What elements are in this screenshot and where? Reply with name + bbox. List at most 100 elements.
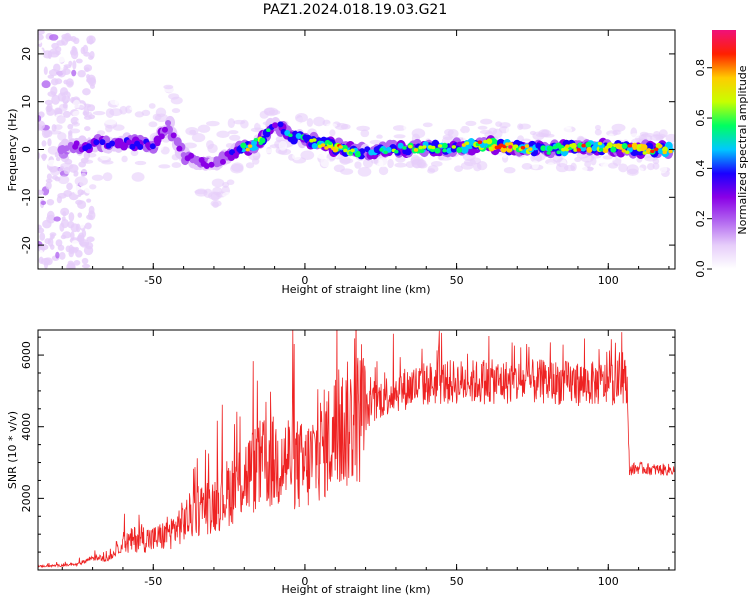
spectrogram-halo-299 bbox=[96, 130, 106, 136]
spectrogram-halo-384 bbox=[403, 122, 415, 133]
spectrogram-band-1005 bbox=[117, 138, 124, 145]
spectrogram-band-1205 bbox=[597, 141, 603, 146]
spectrogram-speckle-159 bbox=[75, 223, 81, 233]
spectrogram-halo-472 bbox=[376, 134, 383, 140]
spectrogram-band-1052 bbox=[302, 134, 309, 141]
spectrogram-halo-548 bbox=[652, 162, 660, 170]
spectrogram-speckle-227 bbox=[62, 231, 72, 239]
spectrogram-halo-451 bbox=[72, 99, 81, 109]
spectrogram-band-1019 bbox=[174, 138, 181, 145]
spectrogram-band-1215 bbox=[636, 144, 642, 148]
spectrogram-band-1125 bbox=[591, 145, 598, 152]
spectrogram-speckle-255 bbox=[46, 173, 52, 181]
spectrogram-band-1097 bbox=[479, 142, 486, 149]
spectrogram-band-1146 bbox=[247, 144, 253, 148]
spectrogram-speckle-68 bbox=[58, 252, 66, 260]
spectrogram-band-1077 bbox=[402, 148, 409, 155]
spectrogram-band-1213 bbox=[627, 144, 632, 148]
snr-ticks: -50 0 50 100 2000 4000 6000 bbox=[20, 330, 675, 588]
spectrogram-speckle-104 bbox=[67, 221, 75, 229]
spectrogram-band-1216 bbox=[640, 147, 646, 152]
spectrogram-halo-443 bbox=[646, 162, 655, 171]
spectrogram-halo-496 bbox=[395, 156, 406, 163]
spectrogram-band-1076 bbox=[397, 142, 404, 149]
spectrogram-band-1193 bbox=[520, 145, 526, 150]
spectrogram-band-1124 bbox=[586, 146, 593, 153]
spectrogram-halo-620 bbox=[163, 84, 174, 90]
spectrogram-halo-275 bbox=[460, 125, 470, 134]
spectrogram-halo-474 bbox=[488, 127, 498, 135]
spectrogram-band-1130 bbox=[610, 146, 617, 153]
spectrogram-band-1050 bbox=[295, 132, 302, 139]
spectrogram-band-1012 bbox=[145, 142, 152, 149]
spectrogram-halo-458 bbox=[594, 128, 602, 136]
spectrogram-speckle-214 bbox=[46, 210, 55, 221]
spectrogram-halo-516 bbox=[584, 160, 592, 168]
spectrogram-halo-527 bbox=[329, 129, 336, 137]
spectrogram-band-990 bbox=[59, 144, 66, 151]
spec-ytick-label-2: 0 bbox=[20, 146, 33, 153]
spectrogram-halo-547 bbox=[58, 175, 70, 185]
spectrogram-halo-577 bbox=[555, 163, 569, 173]
spectrogram-halo-617 bbox=[278, 140, 288, 151]
spectrogram-halo-676 bbox=[300, 150, 315, 161]
spectrogram-halo-294 bbox=[51, 185, 61, 192]
spectrogram-halo-624 bbox=[206, 140, 214, 150]
spectrogram-band-1206 bbox=[598, 147, 604, 152]
spectrogram-band-1211 bbox=[621, 148, 626, 153]
spectrogram-halo-622 bbox=[231, 162, 244, 172]
spectrogram-band-1017 bbox=[165, 119, 172, 126]
spectrogram-speckle-140 bbox=[38, 152, 41, 160]
snr-y-axis-label: SNR (10 * v/v) bbox=[6, 411, 19, 489]
spectrogram-speckle-230 bbox=[38, 249, 44, 257]
spectrogram-speckle-112 bbox=[45, 181, 52, 190]
spectrogram-halo-551 bbox=[552, 154, 563, 163]
spectrogram-halo-470 bbox=[131, 172, 145, 182]
spectrogram-halo-385 bbox=[438, 165, 446, 173]
spectrogram-band-1036 bbox=[240, 142, 247, 149]
spectrogram-halo-514 bbox=[191, 133, 206, 143]
spectrogram-speckle-238 bbox=[69, 263, 76, 269]
spectrogram-band-1156 bbox=[327, 141, 333, 146]
spectrogram-halo-365 bbox=[505, 126, 513, 136]
spectrogram-speckle-156 bbox=[61, 216, 66, 221]
spectrogram-halo-654 bbox=[171, 162, 182, 169]
spec-ytick-label-3: 10 bbox=[20, 95, 33, 109]
spectrogram-halo-319 bbox=[227, 118, 236, 129]
spectrogram-speckle-210 bbox=[38, 142, 42, 147]
spectrogram-halo-491 bbox=[340, 168, 354, 175]
spectrogram-band-1222 bbox=[662, 150, 667, 155]
spectrogram-speckle-149 bbox=[81, 263, 91, 269]
spectrogram-speckle-165 bbox=[56, 195, 62, 204]
spectrogram-band-1178 bbox=[451, 145, 457, 149]
spectrogram-band-1045 bbox=[277, 121, 284, 128]
spectrogram-speckle-109 bbox=[68, 212, 75, 222]
spectrogram-band-1219 bbox=[650, 149, 655, 154]
spectrogram-speckle-201 bbox=[61, 68, 71, 75]
spectrogram-band-1004 bbox=[114, 142, 121, 149]
spectrogram-halo-519 bbox=[390, 165, 403, 174]
snr-xtick-label-3: 100 bbox=[598, 575, 619, 588]
colorbar-label: Normalized spectral amplitude bbox=[736, 65, 749, 234]
spectrogram-speckle-134 bbox=[39, 232, 46, 241]
spectrogram-speckle-142 bbox=[41, 140, 47, 147]
snr-xtick-label-0: -50 bbox=[144, 575, 162, 588]
spectrogram-halo-668 bbox=[473, 162, 482, 172]
snr-ytick-label-0: 2000 bbox=[20, 484, 33, 512]
spectrogram-speckle-240 bbox=[68, 248, 74, 258]
spectrogram-speckle-223 bbox=[59, 222, 65, 232]
spectrogram-speckle-84 bbox=[75, 58, 83, 64]
spectrogram-halo-655 bbox=[607, 162, 619, 169]
spectrogram-halo-614 bbox=[531, 160, 540, 170]
spectrogram-band-1218 bbox=[646, 148, 652, 153]
spectrogram-halo-447 bbox=[370, 159, 380, 164]
spectrogram-band-1010 bbox=[137, 143, 144, 150]
spectrogram-speckle-133 bbox=[88, 55, 94, 60]
spectrogram-band-1145 bbox=[245, 147, 250, 152]
spectrogram-halo-609 bbox=[577, 165, 588, 172]
spectrogram-halo-490 bbox=[360, 129, 370, 138]
spectrogram-band-1155 bbox=[324, 146, 329, 150]
spectrogram-speckle-202 bbox=[67, 81, 74, 86]
spectrogram-halo-623 bbox=[185, 127, 199, 136]
spectrogram-speckle-217 bbox=[63, 79, 69, 85]
